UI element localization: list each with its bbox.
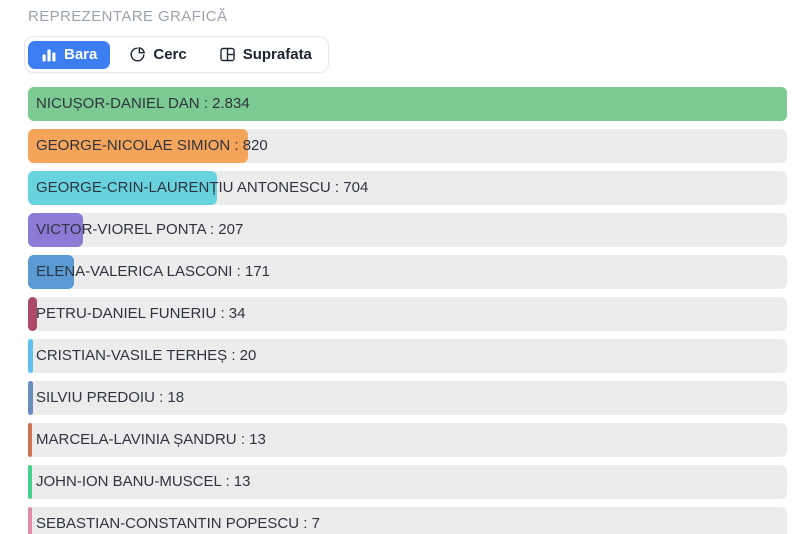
bar-label: CRISTIAN-VASILE TERHEȘ : 20 bbox=[36, 347, 257, 364]
bar-track bbox=[28, 423, 787, 457]
bar-fill bbox=[28, 423, 32, 457]
bar-row[interactable]: ELENA-VALERICA LASCONI : 171 bbox=[28, 255, 787, 289]
bar-label: MARCELA-LAVINIA ȘANDRU : 13 bbox=[36, 431, 266, 448]
bar-label: VICTOR-VIOREL PONTA : 207 bbox=[36, 221, 244, 238]
bar-label: SEBASTIAN-CONSTANTIN POPESCU : 7 bbox=[36, 515, 320, 532]
bar-track bbox=[28, 297, 787, 331]
bar-fill bbox=[28, 465, 32, 499]
bar-fill bbox=[28, 339, 34, 373]
tab-cerc[interactable]: Cerc bbox=[116, 40, 199, 69]
bar-track bbox=[28, 213, 787, 247]
bar-row[interactable]: NICUȘOR-DANIEL DAN : 2.834 bbox=[28, 87, 787, 121]
bar-label: ELENA-VALERICA LASCONI : 171 bbox=[36, 263, 270, 280]
bar-row[interactable]: GEORGE-CRIN-LAURENȚIU ANTONESCU : 704 bbox=[28, 171, 787, 205]
bar-label: GEORGE-CRIN-LAURENȚIU ANTONESCU : 704 bbox=[36, 179, 369, 196]
bar-track bbox=[28, 507, 787, 534]
bar-fill bbox=[28, 507, 32, 534]
table-grid-icon bbox=[219, 46, 236, 63]
bar-label: PETRU-DANIEL FUNERIU : 34 bbox=[36, 305, 246, 322]
bar-fill bbox=[28, 171, 217, 205]
bar-track bbox=[28, 339, 787, 373]
bar-track bbox=[28, 255, 787, 289]
bar-fill bbox=[28, 297, 38, 331]
bar-chart: NICUȘOR-DANIEL DAN : 2.834 GEORGE-NICOLA… bbox=[28, 87, 787, 534]
bar-row[interactable]: JOHN-ION BANU-MUSCEL : 13 bbox=[28, 465, 787, 499]
bar-label: GEORGE-NICOLAE SIMION : 820 bbox=[36, 137, 268, 154]
bar-track bbox=[28, 381, 787, 415]
bar-fill bbox=[28, 87, 787, 121]
bar-label: JOHN-ION BANU-MUSCEL : 13 bbox=[36, 473, 251, 490]
tab-bara-label: Bara bbox=[64, 46, 98, 63]
tab-cerc-label: Cerc bbox=[153, 46, 187, 63]
bar-row[interactable]: VICTOR-VIOREL PONTA : 207 bbox=[28, 213, 787, 247]
bar-chart-icon bbox=[41, 47, 57, 63]
bar-row[interactable]: GEORGE-NICOLAE SIMION : 820 bbox=[28, 129, 787, 163]
bar-row[interactable]: CRISTIAN-VASILE TERHEȘ : 20 bbox=[28, 339, 787, 373]
bar-row[interactable]: MARCELA-LAVINIA ȘANDRU : 13 bbox=[28, 423, 787, 457]
bar-label: NICUȘOR-DANIEL DAN : 2.834 bbox=[36, 95, 250, 112]
bar-row[interactable]: SEBASTIAN-CONSTANTIN POPESCU : 7 bbox=[28, 507, 787, 534]
bar-track bbox=[28, 465, 787, 499]
tab-bara[interactable]: Bara bbox=[28, 40, 111, 69]
bar-row[interactable]: SILVIU PREDOIU : 18 bbox=[28, 381, 787, 415]
bar-fill bbox=[28, 381, 33, 415]
pie-chart-icon bbox=[129, 46, 146, 63]
chart-type-tab-group: Bara Cerc Suprafata bbox=[24, 36, 329, 73]
tab-suprafata[interactable]: Suprafata bbox=[206, 40, 325, 69]
bar-fill bbox=[28, 255, 74, 289]
tab-suprafata-label: Suprafata bbox=[242, 46, 312, 63]
bar-row[interactable]: PETRU-DANIEL FUNERIU : 34 bbox=[28, 297, 787, 331]
bar-label: SILVIU PREDOIU : 18 bbox=[36, 389, 185, 406]
page-title: REPREZENTARE GRAFICĂ bbox=[28, 8, 228, 25]
bar-fill bbox=[28, 129, 248, 163]
bar-fill bbox=[28, 213, 84, 247]
